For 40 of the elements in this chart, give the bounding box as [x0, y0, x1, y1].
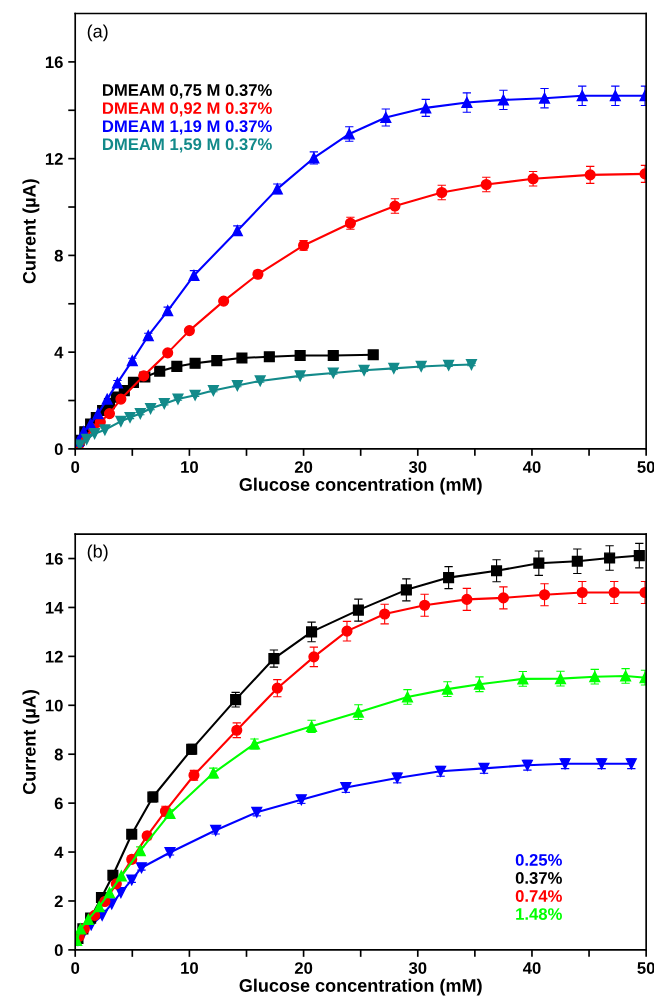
text: DMEAM 0,75 M 0.37% — [102, 84, 272, 99]
y-tick-label: 10 — [45, 699, 63, 712]
y-tick-label: 4 — [54, 846, 64, 859]
y-tick-label: 14 — [45, 602, 64, 614]
text: 0.37% — [515, 872, 562, 884]
y-tick-label: 4 — [54, 346, 64, 359]
x-tick-label: 10 — [181, 962, 198, 974]
y-tick-label: 16 — [45, 56, 63, 69]
y-tick-label: 8 — [54, 748, 63, 761]
y-axis-title: Current (µA) — [22, 179, 40, 284]
annotation: (a) — [87, 24, 108, 42]
text: 0.74% — [515, 890, 562, 902]
x-tick-label: 20 — [294, 962, 313, 974]
x-tick-label: 50 — [637, 962, 654, 974]
x-tick-label: 10 — [181, 461, 198, 473]
y-tick-label: 16 — [45, 552, 63, 565]
y-tick-label: 2 — [54, 895, 63, 908]
y-tick-label: 6 — [54, 797, 63, 810]
x-tick-label: 40 — [522, 461, 541, 473]
x-tick-label: 30 — [408, 461, 427, 473]
y-tick-label: 0 — [54, 443, 63, 456]
y-tick-label: 12 — [45, 153, 63, 165]
text: DMEAM 1,19 M 0.37% — [102, 120, 272, 135]
x-tick-label: 0 — [71, 461, 80, 473]
text: DMEAM 1,59 M 0.37% — [102, 138, 272, 153]
y-tick-label: 8 — [54, 249, 63, 262]
text: DMEAM 0,92 M 0.37% — [102, 102, 272, 117]
x-tick-label: 40 — [522, 962, 541, 974]
text: 0.25% — [515, 854, 562, 866]
x-tick-label: 0 — [71, 962, 80, 974]
y-axis-title: Current (µA) — [22, 690, 40, 795]
text: 1.48% — [516, 908, 562, 920]
y-tick-label: 12 — [45, 650, 63, 663]
x-tick-label: 20 — [294, 461, 313, 473]
x-axis-title: Glucose concentration (mM) — [239, 978, 482, 996]
x-tick-label: 50 — [637, 461, 654, 473]
annotation: (b) — [87, 544, 108, 562]
y-tick-label: 0 — [54, 944, 63, 957]
x-tick-label: 30 — [408, 962, 427, 974]
x-axis-title: Glucose concentration (mM) — [239, 477, 482, 495]
